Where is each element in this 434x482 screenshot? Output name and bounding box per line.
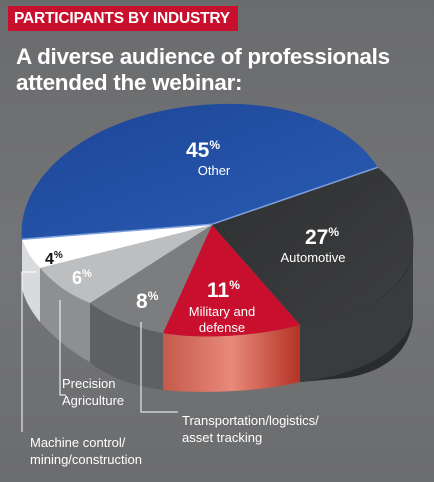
slice-transport[interactable] <box>90 225 212 333</box>
pie-top <box>21 103 414 337</box>
label-machine-1: Machine control/ <box>30 435 126 450</box>
pie-side-walls <box>22 168 414 392</box>
label-automotive: Automotive <box>280 250 345 265</box>
label-value-other: 45% <box>186 138 220 162</box>
leader-machine <box>21 271 37 432</box>
chart-title: A diverse audience of professionals atte… <box>16 44 426 96</box>
side-precision <box>40 268 90 362</box>
section-tag: PARTICIPANTS BY INDUSTRY <box>8 6 238 31</box>
label-transport-1: Transportation/logistics/ <box>182 413 319 428</box>
value-labels: 45% 27% 11% 8% 6% 4% <box>45 138 339 313</box>
label-value-machine: 4% <box>45 250 63 268</box>
label-value-military: 11% <box>207 278 240 302</box>
side-automotive-front <box>300 250 413 382</box>
slice-precision[interactable] <box>40 225 212 303</box>
label-value-transport: 8% <box>136 289 159 313</box>
external-labels: Precision Agriculture Transportation/log… <box>30 376 319 467</box>
label-value-automotive: 27% <box>305 225 339 249</box>
label-military-2: defense <box>199 320 245 335</box>
label-precision-2: Agriculture <box>62 393 124 408</box>
label-machine-2: mining/construction <box>30 452 142 467</box>
side-transport <box>90 303 163 390</box>
slice-machine[interactable] <box>22 225 212 268</box>
title-line-1: A diverse audience of professionals <box>16 44 390 69</box>
label-other: Other <box>198 163 231 178</box>
category-labels: Other Automotive Military and defense <box>189 163 346 335</box>
label-precision-1: Precision <box>62 376 115 391</box>
label-military-1: Military and <box>189 304 255 319</box>
slice-other[interactable] <box>21 103 379 240</box>
leader-transport <box>140 322 178 413</box>
leader-lines <box>21 271 178 432</box>
label-value-precision: 6% <box>72 268 92 288</box>
label-transport-2: asset tracking <box>182 430 262 445</box>
side-machine <box>22 240 40 322</box>
title-line-2: attended the webinar: <box>16 70 243 95</box>
leader-precision <box>59 300 66 396</box>
slice-military[interactable] <box>163 225 300 337</box>
side-military <box>163 325 300 392</box>
slice-automotive[interactable] <box>212 168 414 325</box>
